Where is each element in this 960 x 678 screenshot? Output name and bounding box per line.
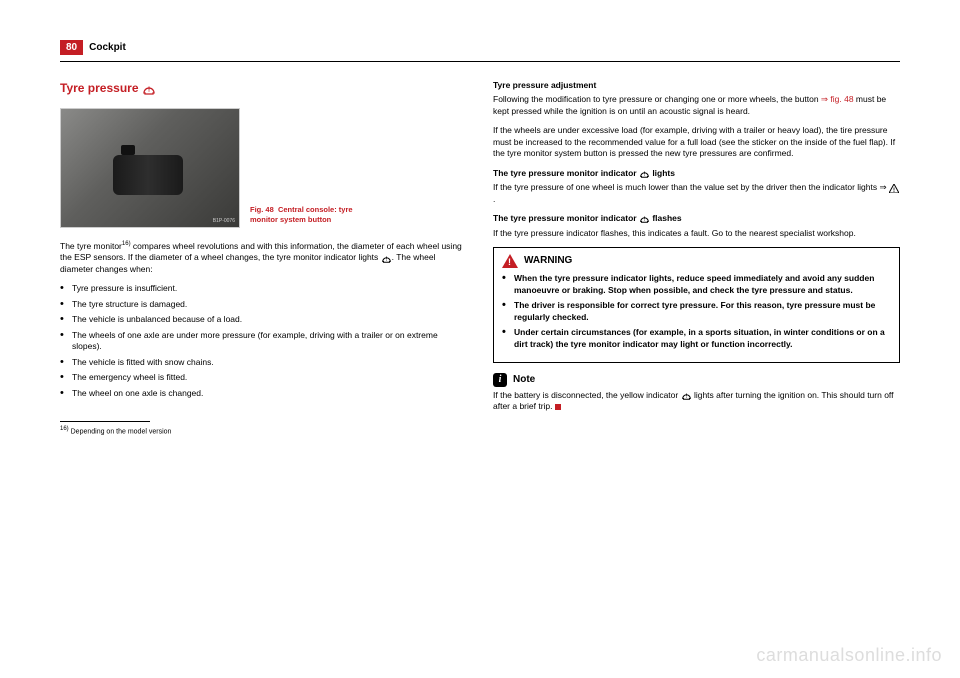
list-item: The driver is responsible for correct ty… (502, 300, 891, 323)
right-column: Tyre pressure adjustment Following the m… (493, 80, 900, 437)
info-icon: i (493, 373, 507, 387)
note-label: Note (513, 373, 535, 387)
note-a: If the battery is disconnected, the yell… (493, 390, 681, 400)
p1a: Following the modification to tyre press… (493, 94, 821, 104)
note-heading: i Note (493, 373, 900, 387)
list-item: Tyre pressure is insufficient. (60, 283, 467, 294)
figure-photo: B1P-0076 (60, 108, 240, 228)
svg-text:!: ! (644, 171, 646, 177)
tpms-icon: ! (639, 214, 650, 223)
bullet-list: Tyre pressure is insufficient. The tyre … (60, 283, 467, 399)
warning-box: WARNING When the tyre pressure indicator… (493, 247, 900, 363)
list-item: The wheel on one axle is changed. (60, 388, 467, 399)
warning-label: WARNING (524, 254, 572, 268)
svg-text:!: ! (644, 217, 646, 223)
page-header: 80 Cockpit (60, 40, 900, 55)
h2b: lights (650, 168, 675, 178)
subheading-adjustment: Tyre pressure adjustment (493, 80, 900, 91)
footnote: 16) Depending on the model version (60, 425, 467, 437)
warning-heading: WARNING (502, 254, 891, 268)
left-column: Tyre pressure ! B1P-0076 Fig. 48 Central… (60, 80, 467, 437)
figure-reference: ⇒ fig. 48 (821, 94, 854, 104)
console-button-red (121, 169, 135, 187)
watermark: carmanualsonline.info (756, 645, 942, 666)
paragraph: If the wheels are under excessive load (… (493, 125, 900, 159)
console-button-dark (121, 157, 135, 167)
list-item: The vehicle is fitted with snow chains. (60, 357, 467, 368)
list-item: The emergency wheel is fitted. (60, 372, 467, 383)
footnote-rule (60, 421, 150, 422)
figure-caption: Fig. 48 Central console: tyre monitor sy… (250, 205, 360, 228)
footnote-text: Depending on the model version (69, 429, 172, 436)
header-divider (60, 61, 900, 62)
console-button-dark (121, 145, 135, 155)
chapter-title: Cockpit (89, 42, 126, 53)
tpms-icon: ! (681, 391, 692, 400)
section-heading-text: Tyre pressure (60, 81, 139, 95)
warning-triangle-icon: ! (889, 184, 899, 193)
svg-text:!: ! (685, 394, 687, 400)
h3b: flashes (650, 213, 682, 223)
end-square-icon (555, 404, 561, 410)
warning-list: When the tyre pressure indicator lights,… (502, 273, 891, 350)
p3b: . (493, 194, 495, 204)
subheading-lights: The tyre pressure monitor indicator ! li… (493, 168, 900, 179)
tpms-icon: ! (381, 254, 392, 263)
svg-text:!: ! (893, 188, 895, 193)
svg-text:!: ! (385, 256, 387, 262)
list-item: The tyre structure is damaged. (60, 299, 467, 310)
paragraph: Following the modification to tyre press… (493, 94, 900, 117)
tpms-icon: ! (639, 169, 650, 178)
paragraph: If the tyre pressure indicator flashes, … (493, 228, 900, 239)
svg-text:!: ! (148, 86, 150, 93)
list-item: The vehicle is unbalanced because of a l… (60, 314, 467, 325)
list-item: When the tyre pressure indicator lights,… (502, 273, 891, 296)
h3a: The tyre pressure monitor indicator (493, 213, 639, 223)
list-item: The wheels of one axle are under more pr… (60, 330, 467, 353)
tpms-icon: ! (142, 83, 156, 95)
list-item: Under certain circumstances (for example… (502, 327, 891, 350)
footnote-marker: 16) (60, 426, 69, 432)
section-heading: Tyre pressure ! (60, 80, 467, 96)
photo-code: B1P-0076 (213, 218, 235, 225)
page-number-badge: 80 (60, 40, 83, 55)
note-paragraph: If the battery is disconnected, the yell… (493, 390, 900, 413)
warning-triangle-icon (502, 254, 518, 268)
paragraph: If the tyre pressure of one wheel is muc… (493, 182, 900, 205)
console-knob (147, 157, 173, 183)
h2a: The tyre pressure monitor indicator (493, 168, 639, 178)
p3a: If the tyre pressure of one wheel is muc… (493, 182, 889, 192)
intro-pre: The tyre monitor (60, 241, 122, 251)
subheading-flashes: The tyre pressure monitor indicator ! fl… (493, 213, 900, 224)
intro-sup: 16) (122, 241, 131, 247)
figure-number: Fig. 48 (250, 205, 274, 214)
intro-paragraph: The tyre monitor16) compares wheel revol… (60, 240, 467, 275)
figure-row: B1P-0076 Fig. 48 Central console: tyre m… (60, 108, 467, 228)
